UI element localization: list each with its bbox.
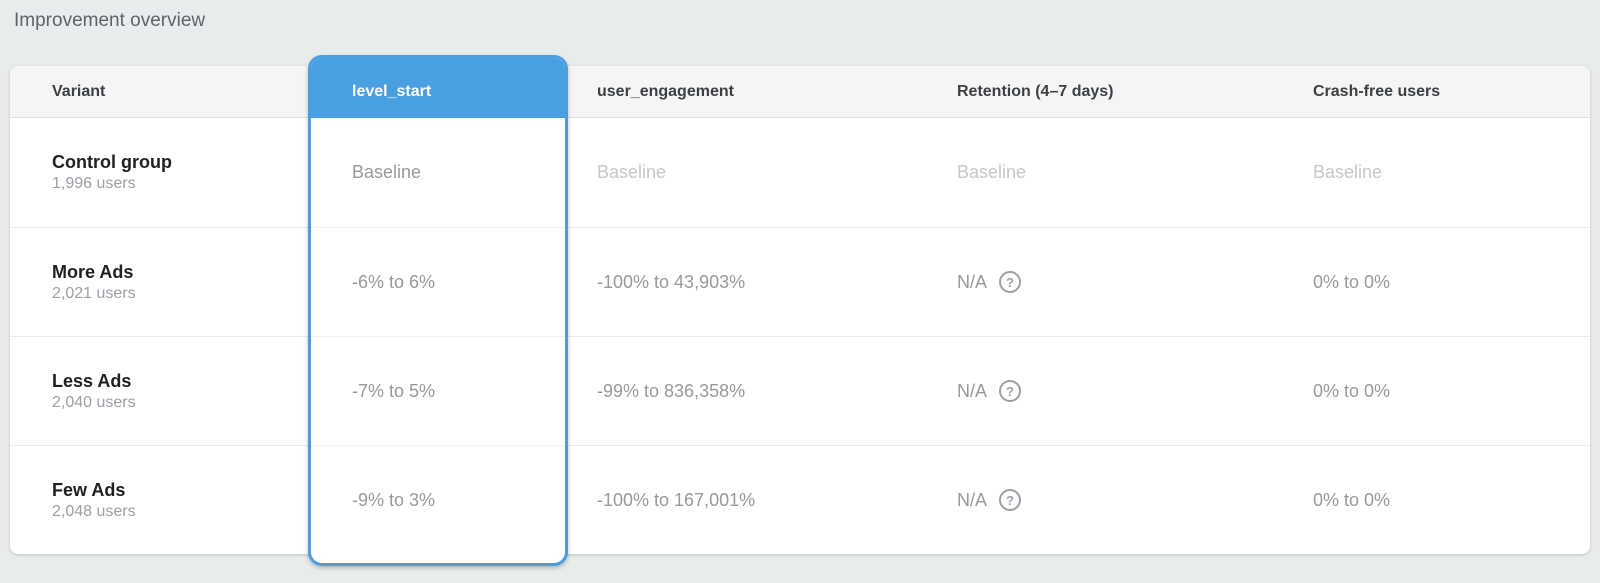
help-icon[interactable]: ? <box>999 489 1022 511</box>
variant-name: More Ads <box>52 261 134 282</box>
cell-variant: More Ads 2,021 users <box>10 228 308 336</box>
cell-variant: Less Ads 2,040 users <box>10 337 308 445</box>
cell-crash_free: 0% to 0% <box>1284 337 1590 445</box>
cell-value: Baseline <box>957 162 1027 182</box>
variant-user-count: 2,021 users <box>52 284 136 302</box>
help-icon[interactable]: ? <box>999 380 1022 402</box>
help-icon[interactable]: ? <box>999 271 1022 293</box>
column-header-crash_free[interactable]: Crash-free users <box>1313 82 1441 100</box>
cell-value: 0% to 0% <box>1313 380 1391 401</box>
cell-value: -99% to 836,358% <box>597 380 746 401</box>
cell-value: Baseline <box>1313 162 1383 182</box>
table-header-row: Variant user_engagement Retention (4–7 day… <box>10 66 1590 118</box>
variant-name: Less Ads <box>52 370 132 391</box>
column-header-user_engagement[interactable]: user_engagement <box>597 82 734 100</box>
cell-value: -100% to 167,001% <box>597 489 756 510</box>
table-row: More Ads 2,021 users -100% to 43,903% N/A? 0… <box>10 227 1590 336</box>
cell-user_engagement: -100% to 167,001% <box>568 446 928 554</box>
cell-value: 0% to 0% <box>1313 271 1391 292</box>
cell-variant: Few Ads 2,048 users <box>10 446 308 554</box>
cell-retention: Baseline <box>928 118 1284 227</box>
cell-user_engagement: -99% to 836,358% <box>568 337 928 445</box>
column-header-retention[interactable]: Retention (4–7 days) <box>957 82 1114 100</box>
selected-column-card[interactable]: level_start Baseline -6% to 6% -7% to 5% -9… <box>308 55 568 566</box>
variant-user-count: 2,040 users <box>52 393 136 411</box>
column-header-variant[interactable]: Variant <box>52 82 106 100</box>
cell-level_start: -6% to 6% <box>311 227 565 336</box>
cell-value: N/A <box>957 271 988 292</box>
cell-value: 0% to 0% <box>1313 489 1391 510</box>
cell-level_start: -7% to 5% <box>311 336 565 445</box>
variant-name: Control group <box>52 152 172 172</box>
table-body: Control group 1,996 users Baseline Baseline… <box>10 118 1590 554</box>
page-title: Improvement overview <box>14 10 206 31</box>
cell-retention: N/A? <box>928 446 1284 554</box>
table-row: Less Ads 2,040 users -99% to 836,358% N/A? 0… <box>10 336 1590 445</box>
cell-level_start: -9% to 3% <box>311 445 565 554</box>
cell-crash_free: Baseline <box>1284 118 1590 227</box>
variant-user-count: 1,996 users <box>52 175 136 192</box>
cell-value: N/A <box>957 380 988 401</box>
selected-column-header[interactable]: level_start <box>311 58 565 118</box>
cell-retention: N/A? <box>928 337 1284 445</box>
selected-column-cells: Baseline -6% to 6% -7% to 5% -9% to 3% <box>311 118 565 554</box>
cell-variant: Control group 1,996 users <box>10 118 308 227</box>
cell-crash_free: 0% to 0% <box>1284 446 1590 554</box>
cell-level_start: Baseline <box>352 162 422 182</box>
table-row: Few Ads 2,048 users -100% to 167,001% N/A? 0… <box>10 445 1590 554</box>
variant-user-count: 2,048 users <box>52 502 136 520</box>
cell-value: -100% to 43,903% <box>597 271 746 292</box>
cell-retention: N/A? <box>928 228 1284 336</box>
cell-user_engagement: Baseline <box>568 118 928 227</box>
cell-user_engagement: -100% to 43,903% <box>568 228 928 336</box>
cell-crash_free: 0% to 0% <box>1284 228 1590 336</box>
improvement-overview-table: Variant user_engagement Retention (4–7 day… <box>10 66 1590 554</box>
cell-value: Baseline <box>597 162 667 182</box>
variant-name: Few Ads <box>52 479 126 500</box>
cell-value: N/A <box>957 489 988 510</box>
table-row: Control group 1,996 users Baseline Baseline… <box>10 118 1590 227</box>
